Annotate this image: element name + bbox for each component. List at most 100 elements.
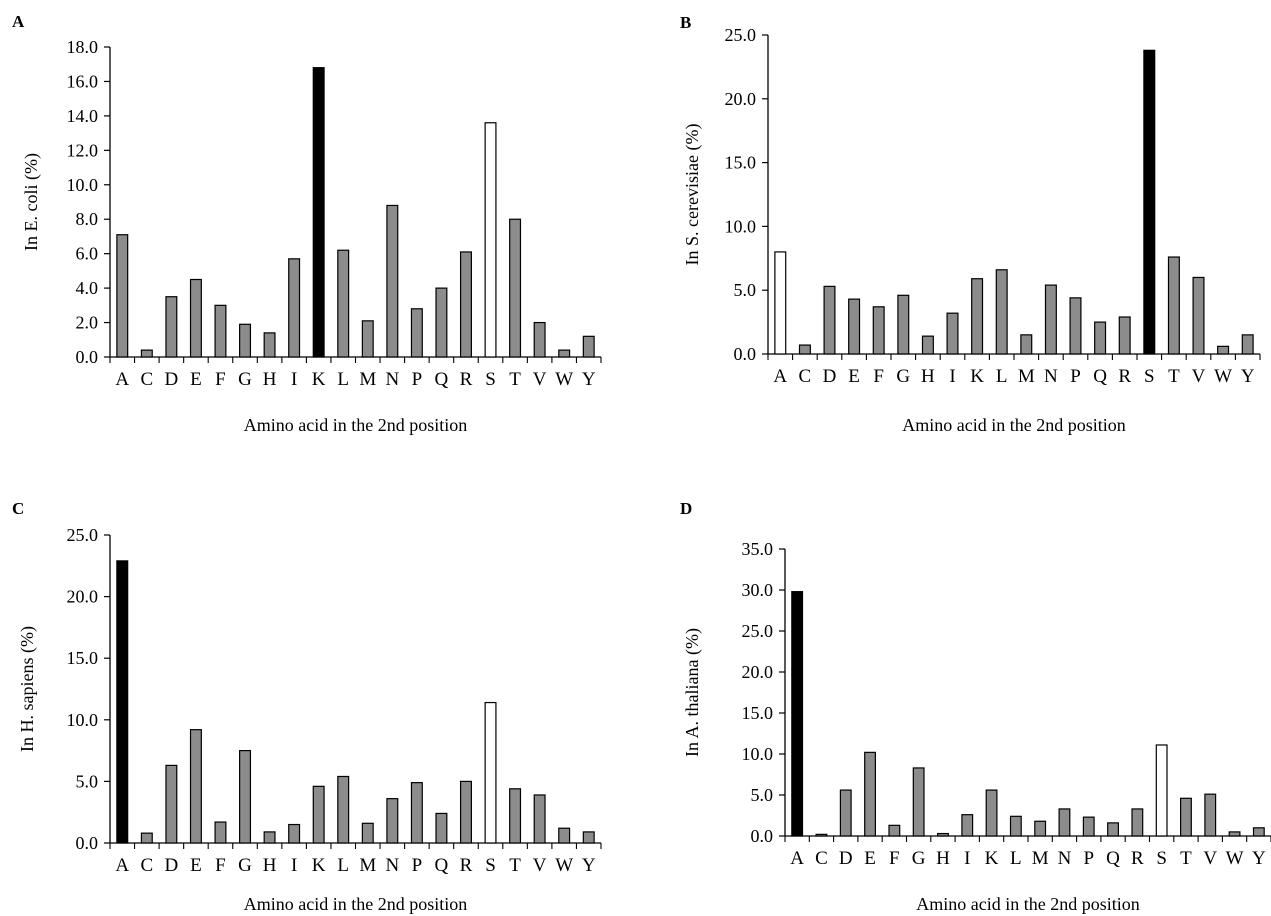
- bar-I: [288, 823, 301, 844]
- bar-N: [386, 798, 399, 844]
- y-tick-label: 10.0: [742, 744, 774, 764]
- x-tick-label: Y: [1252, 848, 1266, 869]
- bar-W: [1228, 831, 1241, 837]
- bar-H: [263, 831, 276, 844]
- x-tick-label: H: [263, 855, 277, 876]
- x-tick-label: L: [337, 369, 349, 390]
- x-tick-label: A: [115, 855, 129, 876]
- bar-F: [888, 824, 901, 837]
- x-tick-label: P: [1070, 366, 1081, 387]
- x-tick-label: W: [1226, 848, 1244, 869]
- x-tick-label: I: [291, 855, 297, 876]
- bar-F: [214, 304, 227, 358]
- bar-D: [165, 296, 178, 358]
- y-tick-label: 25.0: [67, 525, 99, 545]
- y-tick-label: 4.0: [76, 278, 99, 298]
- bar-P: [410, 782, 423, 844]
- x-tick-label: N: [1044, 366, 1058, 387]
- bar-H: [263, 332, 276, 358]
- x-tick-label: Q: [1093, 366, 1107, 387]
- bar-L: [337, 775, 350, 844]
- x-tick-label: D: [839, 848, 853, 869]
- x-tick-label: F: [215, 855, 226, 876]
- bar-D: [839, 789, 852, 837]
- x-tick-label: E: [864, 848, 876, 869]
- y-tick-label: 35.0: [742, 539, 774, 559]
- bar-N: [1044, 284, 1057, 355]
- x-tick-label: Q: [435, 369, 449, 390]
- x-tick-label: D: [165, 855, 179, 876]
- bar-K: [312, 67, 325, 358]
- x-tick-label: S: [1156, 848, 1167, 869]
- bar-V: [533, 794, 546, 844]
- x-tick-label: F: [873, 366, 884, 387]
- x-tick-label: T: [509, 855, 521, 876]
- bar-E: [189, 729, 202, 844]
- y-tick-label: 0.0: [751, 826, 774, 846]
- x-tick-label: H: [263, 369, 277, 390]
- bar-A: [791, 591, 804, 837]
- bar-L: [995, 269, 1008, 355]
- x-tick-label: V: [1192, 366, 1206, 387]
- y-tick-label: 8.0: [76, 209, 99, 229]
- bar-P: [1069, 297, 1082, 355]
- x-tick-label: P: [1083, 848, 1094, 869]
- x-tick-label: F: [215, 369, 226, 390]
- bar-E: [848, 298, 861, 355]
- bar-G: [239, 323, 252, 358]
- bar-W: [558, 827, 571, 844]
- bar-P: [410, 308, 423, 358]
- x-tick-label: H: [936, 848, 950, 869]
- bar-Q: [435, 812, 448, 844]
- x-tick-label: I: [291, 369, 297, 390]
- y-axis-label: In A. thaliana (%): [682, 628, 703, 757]
- x-tick-label: W: [555, 855, 573, 876]
- bar-V: [1192, 276, 1205, 355]
- x-tick-label: K: [970, 366, 984, 387]
- bar-M: [361, 822, 374, 844]
- bar-D: [165, 764, 178, 844]
- bar-L: [337, 249, 350, 358]
- chart-panel-b: B 0.0 5.0 10.0 15.0 20.0 25.0 A C D E F G H I K L M N P Q R S T…: [680, 13, 1261, 435]
- x-tick-label: L: [996, 366, 1008, 387]
- x-tick-label: M: [359, 369, 376, 390]
- bar-W: [558, 349, 571, 358]
- y-tick-label: 18.0: [67, 37, 99, 57]
- y-tick-label: 5.0: [751, 785, 774, 805]
- y-axis-label: In S. cerevisiae (%): [682, 124, 703, 266]
- bar-Y: [1252, 827, 1265, 837]
- x-tick-label: C: [140, 369, 153, 390]
- x-tick-label: I: [964, 848, 970, 869]
- y-axis-label: In H. sapiens (%): [17, 626, 38, 752]
- bar-K: [312, 785, 325, 844]
- bar-K: [971, 278, 984, 355]
- x-tick-label: K: [312, 855, 326, 876]
- bar-S: [1155, 744, 1168, 837]
- x-tick-label: H: [921, 366, 935, 387]
- y-tick-label: 30.0: [742, 580, 774, 600]
- x-tick-label: W: [1214, 366, 1232, 387]
- x-axis-label: Amino acid in the 2nd position: [902, 415, 1125, 435]
- bar-S: [484, 122, 497, 358]
- bar-I: [288, 258, 301, 358]
- bar-Y: [582, 335, 595, 358]
- bar-M: [1034, 820, 1047, 837]
- bar-M: [361, 320, 374, 358]
- x-tick-label: N: [385, 369, 399, 390]
- x-tick-label: P: [412, 855, 423, 876]
- x-tick-label: Q: [435, 855, 449, 876]
- x-tick-label: E: [848, 366, 860, 387]
- x-tick-label: S: [485, 369, 496, 390]
- x-tick-label: E: [190, 369, 202, 390]
- bar-F: [214, 821, 227, 844]
- x-tick-label: A: [773, 366, 787, 387]
- bar-Q: [1094, 321, 1107, 355]
- y-tick-label: 25.0: [725, 25, 757, 45]
- y-tick-label: 16.0: [67, 71, 99, 91]
- y-tick-label: 12.0: [67, 140, 99, 160]
- y-tick-label: 0.0: [76, 347, 99, 367]
- x-tick-label: C: [799, 366, 812, 387]
- bar-T: [509, 788, 522, 844]
- bar-W: [1217, 345, 1230, 355]
